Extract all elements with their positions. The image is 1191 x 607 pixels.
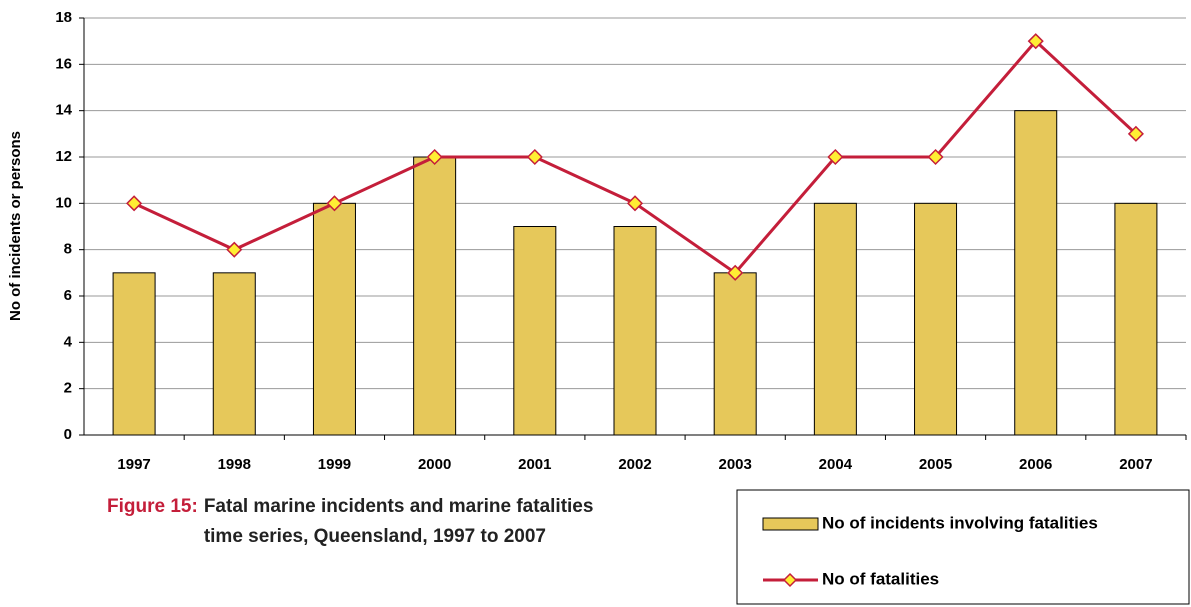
legend-label: No of fatalities [822, 569, 939, 588]
x-tick-label: 2000 [418, 456, 451, 473]
marker [526, 148, 543, 166]
bar [312, 202, 356, 436]
y-tick-label: 12 [55, 148, 72, 165]
caption: Figure 15: Fatal marine incidents and ma… [107, 492, 707, 552]
x-tick-label: 2004 [819, 456, 853, 473]
legend-box [736, 489, 1190, 605]
y-tick-label: 18 [55, 9, 72, 26]
marker [927, 148, 944, 166]
y-tick-label: 4 [64, 333, 73, 350]
bar [713, 272, 757, 436]
y-tick-label: 2 [64, 380, 72, 397]
bar [112, 272, 156, 436]
x-tick-label: 2007 [1119, 456, 1152, 473]
x-tick-label: 2001 [518, 456, 551, 473]
legend-marker [782, 572, 798, 588]
x-tick-label: 2003 [718, 456, 751, 473]
legend-label: No of incidents involving fatalities [822, 513, 1098, 532]
bar [914, 202, 958, 436]
y-tick-label: 14 [55, 102, 72, 119]
caption-text: Fatal marine incidents and marine fatali… [203, 496, 594, 547]
marker [827, 148, 844, 166]
legend-swatch [762, 517, 819, 531]
y-axis-title: No of incidents or persons [7, 131, 24, 321]
bar [813, 202, 857, 436]
marker [326, 195, 343, 212]
marker [426, 148, 443, 166]
y-tick-label: 16 [55, 55, 72, 72]
x-tick-label: 1999 [318, 456, 351, 473]
bar [1114, 202, 1158, 436]
marker [1127, 125, 1144, 142]
y-tick-label: 10 [55, 194, 72, 211]
bar [513, 226, 557, 436]
bar [613, 226, 657, 436]
marker [626, 195, 644, 212]
caption-label: Figure 15: [107, 496, 198, 517]
y-tick-label: 8 [64, 241, 72, 258]
marker [1027, 33, 1044, 50]
y-tick-label: 0 [64, 426, 72, 443]
bar [413, 156, 457, 436]
x-tick-label: 1998 [218, 456, 251, 473]
marker [126, 195, 143, 212]
x-tick-label: 2002 [618, 456, 651, 473]
x-tick-label: 1997 [117, 456, 150, 473]
y-tick-label: 6 [64, 287, 72, 304]
bar [1014, 110, 1058, 436]
marker [727, 264, 744, 281]
bar [212, 272, 256, 436]
marker [226, 241, 243, 258]
x-tick-label: 2005 [919, 456, 952, 473]
x-tick-label: 2006 [1019, 456, 1052, 473]
